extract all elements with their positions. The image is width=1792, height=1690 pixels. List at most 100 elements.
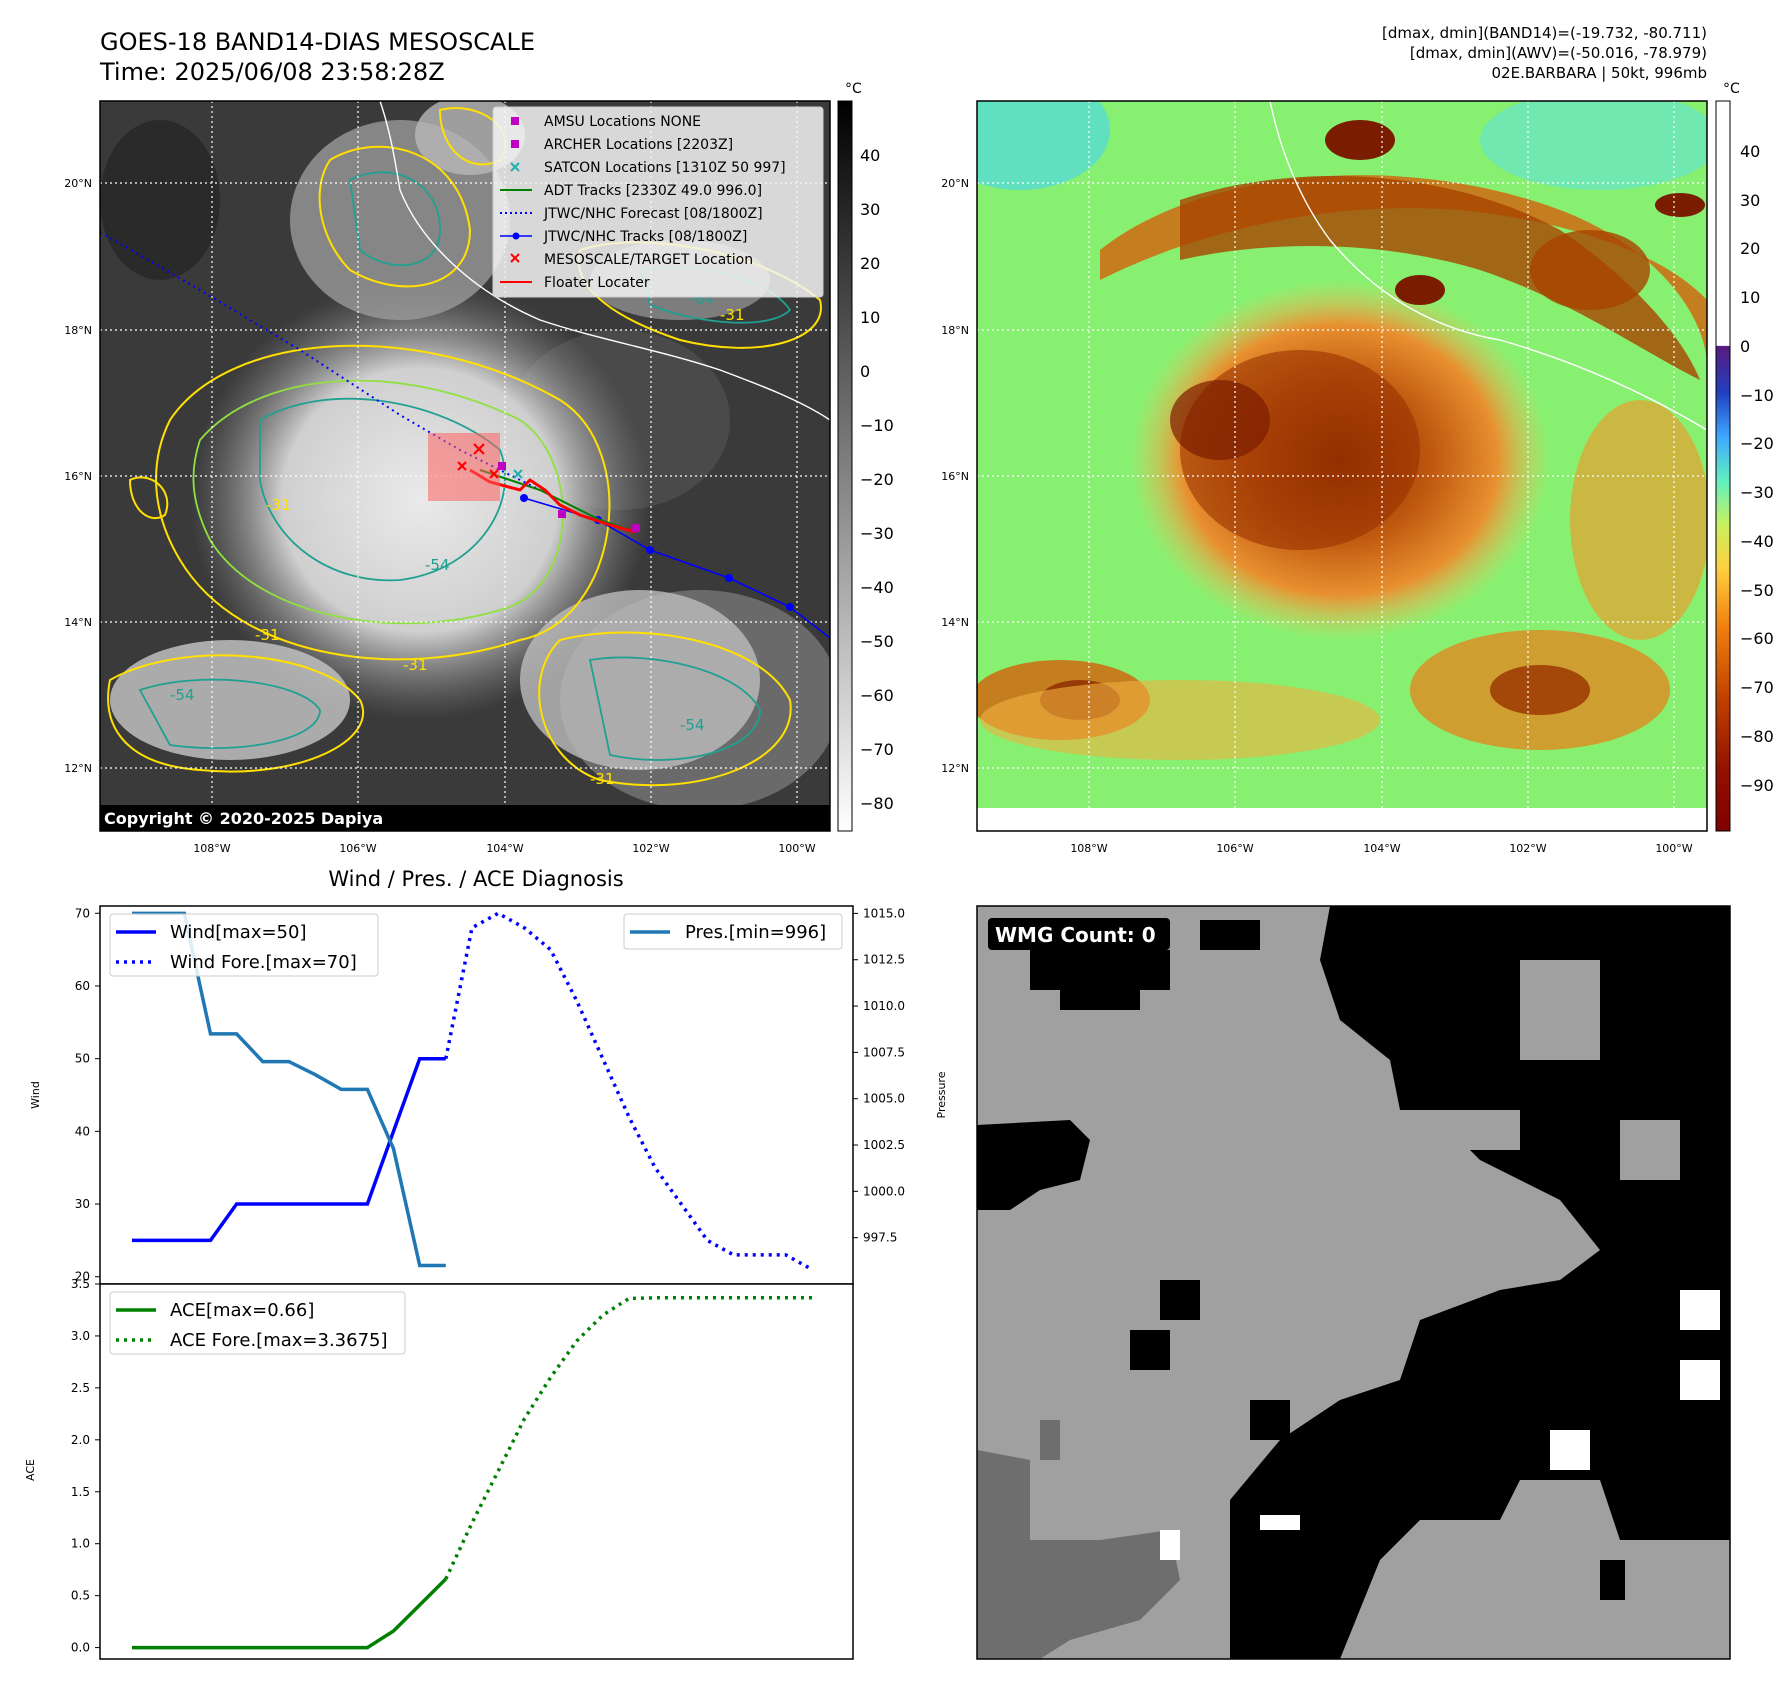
svg-text:-31: -31	[720, 306, 745, 324]
ace-axis-label: ACE	[24, 1459, 37, 1481]
y-tick-label: 1002.5	[863, 1138, 905, 1152]
y-tick-label: 3.0	[71, 1329, 90, 1343]
target-markers	[457, 443, 499, 479]
svg-text:106°W: 106°W	[339, 842, 376, 855]
ace-panel: ACE 3.5 3.0 2.5 2.0 1.5 1.0 0.5 0.0 ACE[max=0.6…	[24, 1277, 854, 1660]
svg-text:40: 40	[860, 146, 880, 165]
series-line-ace-0	[132, 1577, 448, 1650]
y-tick-label: 40	[75, 1124, 90, 1138]
svg-text:−20: −20	[860, 470, 894, 489]
svg-text:20: 20	[860, 254, 880, 273]
legend-adt: ADT Tracks [2330Z 49.0 996.0]	[544, 183, 762, 199]
svg-text:−50: −50	[860, 632, 894, 651]
legend-floater: Floater Locater	[544, 275, 650, 291]
svg-text:-31: -31	[266, 496, 291, 514]
svg-text:−60: −60	[860, 686, 894, 705]
pressure-axis-label: Pressure	[935, 1071, 948, 1118]
legend-ace: ACE[max=0.66]	[170, 1300, 314, 1321]
y-tick-label: 2.5	[71, 1381, 90, 1395]
svg-text:−80: −80	[1740, 727, 1774, 746]
awv-imagery	[977, 101, 1707, 831]
svg-text:10: 10	[860, 308, 880, 327]
y-tick-label: 1000.0	[863, 1184, 905, 1198]
legend-satcon: SATCON Locations [1310Z 50 997]	[544, 160, 786, 176]
svg-text:−40: −40	[860, 578, 894, 597]
stat-awv: [dmax, dmin](AWV)=(-50.016, -78.979)	[1410, 44, 1707, 62]
svg-text:102°W: 102°W	[632, 842, 669, 855]
svg-text:−40: −40	[1740, 532, 1774, 551]
pressure-y-ticks: 1015.0 1012.5 1010.0 1007.5 1005.0 1002.5 1000…	[853, 906, 905, 1245]
legend-tracks: JTWC/NHC Tracks [08/1800Z]	[543, 229, 747, 245]
svg-text:30: 30	[1740, 191, 1760, 210]
y-tick-label: 3.5	[71, 1277, 90, 1291]
svg-text:104°W: 104°W	[486, 842, 523, 855]
series-line-wind-0	[132, 1056, 446, 1243]
ace-series	[132, 1296, 812, 1650]
ir-colorbar: °C 40 30 20 10 0 −10 −20 −30 −40 −50 −60…	[837, 81, 894, 832]
y-tick-label: 50	[75, 1052, 90, 1066]
stat-band14: [dmax, dmin](BAND14)=(-19.732, -80.711)	[1382, 24, 1707, 42]
svg-text:-54: -54	[680, 716, 705, 734]
svg-text:-54: -54	[170, 686, 195, 704]
ir-lat-ticks: 20°N 18°N 16°N 14°N 12°N	[64, 177, 92, 775]
diagnosis-title: Wind / Pres. / ACE Diagnosis	[328, 867, 623, 891]
y-tick-label: 70	[75, 906, 90, 920]
y-tick-label: 60	[75, 979, 90, 993]
svg-text:14°N: 14°N	[941, 616, 969, 629]
wmg-gray-islands	[1360, 960, 1680, 1180]
svg-text:−60: −60	[1740, 629, 1774, 648]
forecast-track	[100, 231, 541, 491]
legend-wind-fore: Wind Fore.[max=70]	[170, 952, 357, 973]
svg-text:20°N: 20°N	[64, 177, 92, 190]
wind-y-ticks: 70 60 50 40 30 20	[75, 906, 100, 1284]
svg-text:-31: -31	[403, 656, 428, 674]
svg-text:16°N: 16°N	[941, 470, 969, 483]
svg-text:-31: -31	[590, 770, 615, 788]
y-tick-label: 20	[75, 1270, 90, 1284]
y-tick-label: 1007.5	[863, 1045, 905, 1059]
svg-text:102°W: 102°W	[1509, 842, 1546, 855]
awv-map: 20°N 18°N 16°N 14°N 12°N 108°W 106°W 104…	[941, 81, 1774, 855]
ace-legend: ACE[max=0.66] ACE Fore.[max=3.3675]	[109, 1291, 406, 1355]
svg-text:−10: −10	[860, 416, 894, 435]
satcon-marker	[513, 469, 523, 479]
svg-text:−30: −30	[1740, 483, 1774, 502]
svg-text:40: 40	[1740, 142, 1760, 161]
wmg-dark-gray-regions	[977, 1420, 1180, 1659]
svg-text:−70: −70	[860, 740, 894, 759]
storm-label: 02E.BARBARA | 50kt, 996mb	[1492, 64, 1707, 82]
svg-text:20: 20	[1740, 239, 1760, 258]
y-tick-label: 30	[75, 1197, 90, 1211]
series-line-pressure-0	[132, 911, 446, 1268]
svg-text:10: 10	[1740, 288, 1760, 307]
archer-markers	[498, 462, 640, 532]
svg-text:108°W: 108°W	[193, 842, 230, 855]
svg-text:-31: -31	[255, 626, 280, 644]
y-tick-label: 1005.0	[863, 1092, 905, 1106]
wmg-black-regions	[977, 906, 1730, 1659]
ir-colorbar-ticks: 40 30 20 10 0 −10 −20 −30 −40 −50 −60 −7…	[860, 146, 894, 813]
svg-text:°C: °C	[1723, 81, 1740, 97]
legend-amsu: AMSU Locations NONE	[544, 114, 701, 130]
y-tick-label: 1.5	[71, 1485, 90, 1499]
y-tick-label: 1010.0	[863, 999, 905, 1013]
awv-colorbar-ticks: 40 30 20 10 0 −10 −20 −30 −40 −50 −60 −7…	[1740, 142, 1774, 795]
svg-text:104°W: 104°W	[1363, 842, 1400, 855]
legend-pressure: Pres.[min=996]	[685, 922, 826, 943]
contour-labels: -31 -54 -64 -31 -54 -54 -31 -31 -31	[170, 290, 745, 788]
svg-text:0: 0	[860, 362, 870, 381]
svg-text:°C: °C	[845, 81, 862, 97]
svg-text:16°N: 16°N	[64, 470, 92, 483]
wmg-white-regions	[1160, 1290, 1720, 1560]
svg-text:−10: −10	[1740, 386, 1774, 405]
svg-text:106°W: 106°W	[1216, 842, 1253, 855]
svg-text:-54: -54	[425, 556, 450, 574]
figure-time: Time: 2025/06/08 23:58:28Z	[99, 58, 445, 86]
legend-target: MESOSCALE/TARGET Location	[544, 252, 753, 268]
svg-text:−70: −70	[1740, 678, 1774, 697]
awv-lon-ticks: 108°W 106°W 104°W 102°W 100°W	[1070, 842, 1692, 855]
svg-text:−90: −90	[1740, 776, 1774, 795]
adt-track	[479, 469, 631, 531]
